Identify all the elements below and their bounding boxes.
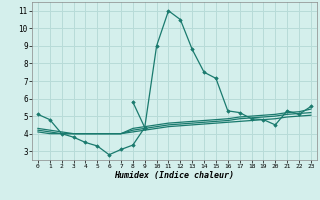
X-axis label: Humidex (Indice chaleur): Humidex (Indice chaleur) xyxy=(115,171,234,180)
